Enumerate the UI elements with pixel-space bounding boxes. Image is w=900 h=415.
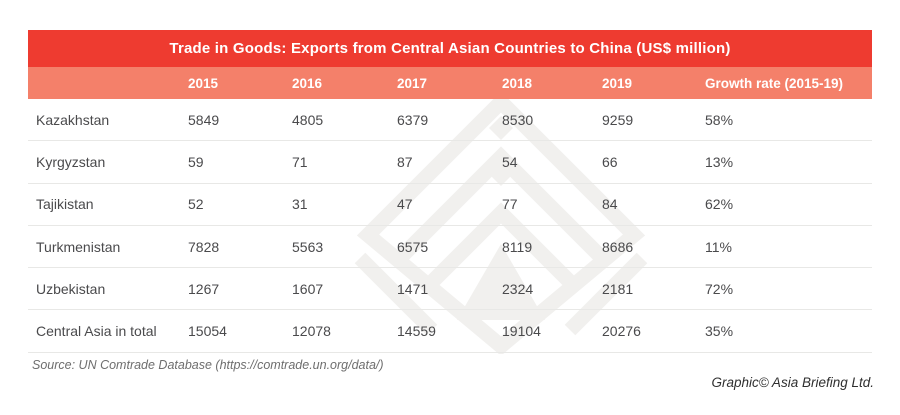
cell-2017: 6379	[397, 111, 429, 128]
table-row: Central Asia in total 15054 12078 14559 …	[28, 310, 872, 353]
table-row: Kazakhstan 5849 4805 6379 8530 9259 58%	[28, 99, 872, 142]
column-header-2019: 2019	[602, 75, 633, 91]
cell-2017: 87	[397, 153, 413, 170]
column-header-2016: 2016	[292, 75, 323, 91]
cell-2019: 20276	[602, 323, 641, 340]
cell-2015: 5849	[188, 111, 220, 128]
cell-2019: 84	[602, 196, 618, 213]
cell-2015: 52	[188, 196, 204, 213]
cell-2017: 14559	[397, 323, 436, 340]
row-label: Kyrgyzstan	[36, 153, 106, 170]
cell-2016: 5563	[292, 238, 324, 255]
cell-growth-rate: 11%	[705, 238, 732, 255]
cell-growth-rate: 35%	[705, 323, 734, 340]
row-label: Central Asia in total	[36, 323, 157, 340]
column-header-growth-rate: Growth rate (2015-19)	[705, 75, 844, 91]
cell-2019: 9259	[602, 111, 634, 128]
column-header-2015: 2015	[188, 75, 219, 91]
credit-note: Graphic© Asia Briefing Ltd.	[711, 375, 874, 390]
cell-2018: 77	[502, 196, 518, 213]
cell-2016: 71	[292, 153, 308, 170]
table-header-row: 2015 2016 2017 2018 2019 Growth rate (20…	[28, 67, 872, 99]
cell-2019: 8686	[602, 238, 634, 255]
column-header-2017: 2017	[397, 75, 428, 91]
cell-2018: 8119	[502, 238, 533, 255]
cell-growth-rate: 13%	[705, 153, 734, 170]
cell-2018: 54	[502, 153, 518, 170]
cell-2015: 7828	[188, 238, 220, 255]
cell-2019: 66	[602, 153, 618, 170]
row-label: Tajikistan	[36, 196, 94, 213]
cell-2018: 2324	[502, 280, 534, 297]
cell-2016: 31	[292, 196, 308, 213]
cell-2015: 15054	[188, 323, 227, 340]
column-header-2018: 2018	[502, 75, 533, 91]
asia-briefing-logo-watermark	[354, 94, 648, 354]
table-title: Trade in Goods: Exports from Central Asi…	[28, 30, 872, 67]
cell-2016: 12078	[292, 323, 331, 340]
cell-2015: 1267	[188, 280, 220, 297]
cell-growth-rate: 72%	[705, 280, 734, 297]
table-row: Tajikistan 52 31 47 77 84 62%	[28, 184, 872, 226]
cell-growth-rate: 62%	[705, 196, 734, 213]
cell-2018: 19104	[502, 323, 541, 340]
cell-2019: 2181	[602, 280, 634, 297]
cell-2017: 47	[397, 196, 413, 213]
cell-2018: 8530	[502, 111, 534, 128]
cell-2016: 1607	[292, 280, 324, 297]
cell-2017: 6575	[397, 238, 429, 255]
source-note: Source: UN Comtrade Database (https://co…	[32, 358, 384, 372]
trade-table: Trade in Goods: Exports from Central Asi…	[28, 30, 872, 353]
row-label: Uzbekistan	[36, 280, 106, 297]
row-label: Turkmenistan	[36, 238, 121, 255]
table-row: Kyrgyzstan 59 71 87 54 66 13%	[28, 141, 872, 184]
table-row: Turkmenistan 7828 5563 6575 8119 8686 11…	[28, 226, 872, 269]
table-row: Uzbekistan 1267 1607 1471 2324 2181 72%	[28, 268, 872, 311]
cell-growth-rate: 58%	[705, 111, 734, 128]
cell-2017: 1471	[397, 280, 429, 297]
cell-2015: 59	[188, 153, 204, 170]
row-label: Kazakhstan	[36, 111, 110, 128]
cell-2016: 4805	[292, 111, 324, 128]
